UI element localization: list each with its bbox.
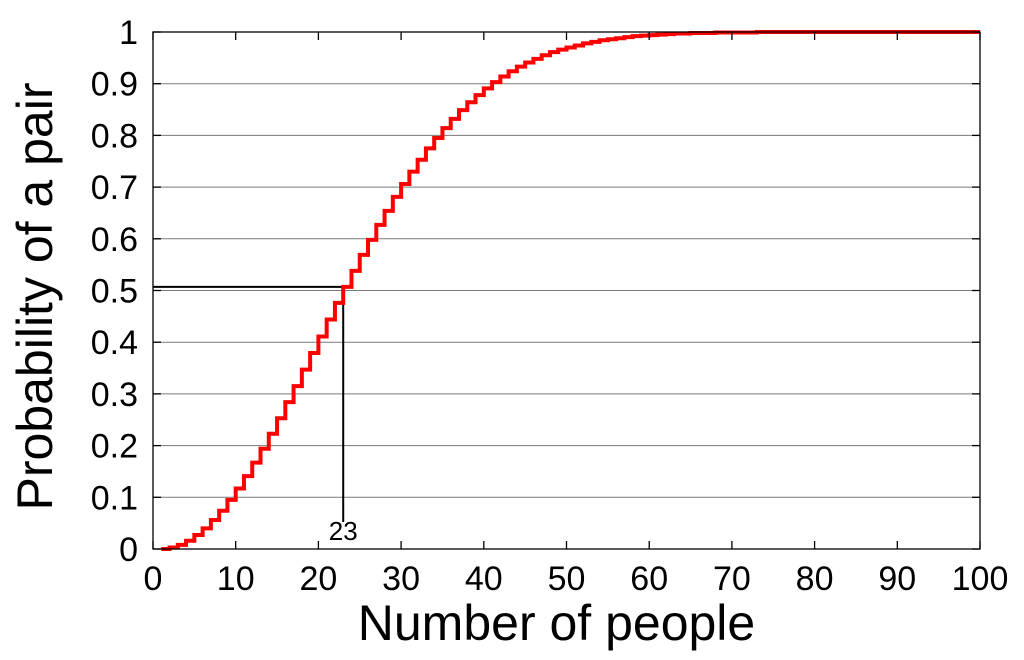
x-tick-label: 60 — [630, 560, 668, 598]
y-tick-label: 0 — [119, 531, 138, 569]
x-tick-label: 100 — [952, 560, 1009, 598]
x-axis-title: Number of people — [358, 595, 755, 651]
grid-lines — [153, 83, 980, 498]
y-tick-label: 0.5 — [91, 273, 138, 311]
x-tick-label: 0 — [144, 560, 163, 598]
y-tick-label: 0.8 — [91, 117, 138, 155]
y-axis-title: Probability of a pair — [7, 82, 63, 510]
y-tick-label: 0.6 — [91, 221, 138, 259]
annotation-lines — [153, 285, 345, 522]
y-tick-label: 0.9 — [91, 66, 138, 104]
y-tick-label: 0.2 — [91, 428, 138, 466]
x-tick-label: 50 — [548, 560, 586, 598]
y-tick-label: 0.7 — [91, 169, 138, 207]
y-tick-label: 0.3 — [91, 376, 138, 414]
x-tick-label: 10 — [217, 560, 255, 598]
x-tick-label: 80 — [796, 560, 834, 598]
x-tick-label: 90 — [878, 560, 916, 598]
x-tick-label: 40 — [465, 560, 503, 598]
y-tick-labels: 0 0.1 0.2 0.3 0.4 0.5 0.6 0.7 0.8 0.9 1 — [91, 14, 138, 569]
annotation-label: 23 — [329, 516, 358, 546]
x-tick-labels: 0 10 20 30 40 50 60 70 80 90 100 — [144, 560, 1009, 598]
y-tick-label: 0.1 — [91, 479, 138, 517]
y-tick-label: 1 — [119, 14, 138, 52]
x-tick-label: 20 — [299, 560, 337, 598]
y-tick-label: 0.4 — [91, 324, 138, 362]
x-tick-label: 70 — [713, 560, 751, 598]
x-tick-label: 30 — [382, 560, 420, 598]
tick-marks — [152, 31, 981, 550]
